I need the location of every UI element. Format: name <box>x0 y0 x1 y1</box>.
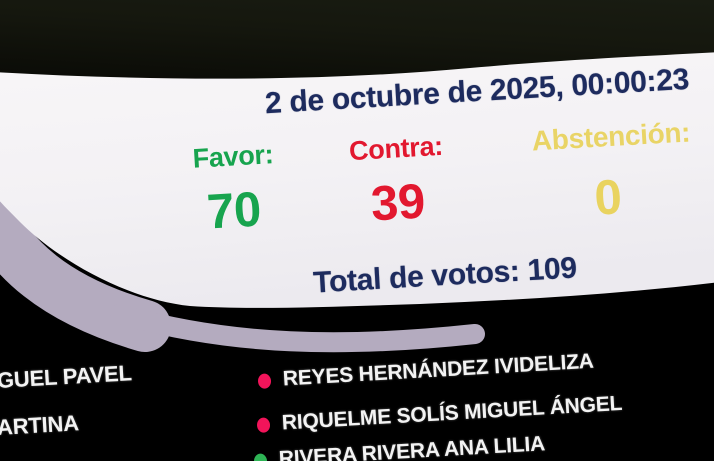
panel-white-face <box>0 52 714 308</box>
panel-bezel-curve-thin <box>110 304 485 353</box>
vote-dot-icon <box>257 372 272 389</box>
contra-count: 39 <box>369 174 427 232</box>
roll-call-name-left-2: ARTINA <box>0 410 80 440</box>
abstencion-count: 0 <box>592 170 624 226</box>
contra-label: Contra: <box>348 130 444 167</box>
favor-count: 70 <box>205 182 263 240</box>
vote-dot-icon <box>256 416 271 433</box>
favor-label: Favor: <box>191 139 275 174</box>
vote-dot-icon <box>253 452 268 461</box>
